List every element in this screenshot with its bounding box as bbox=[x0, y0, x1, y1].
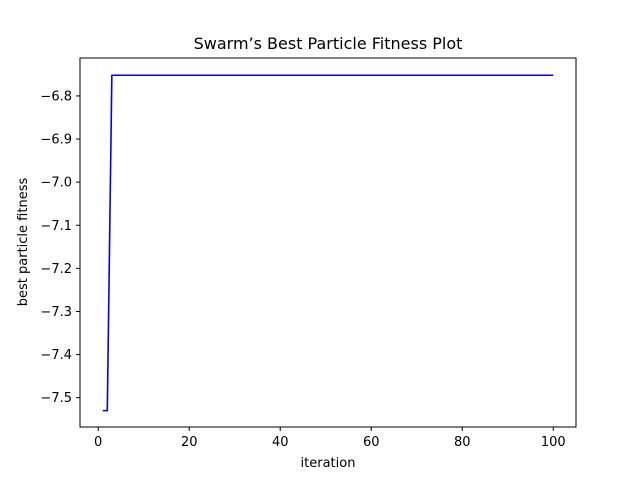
y-axis-label: best particle fitness bbox=[16, 178, 31, 307]
y-tick-label: −7.5 bbox=[40, 391, 72, 406]
y-tick-label: −6.9 bbox=[40, 133, 72, 148]
y-tick-label: −7.1 bbox=[40, 219, 72, 234]
chart-title: Swarm’s Best Particle Fitness Plot bbox=[194, 34, 463, 53]
x-axis-label: iteration bbox=[301, 456, 356, 471]
x-tick-label: 100 bbox=[541, 435, 566, 450]
y-tick-label: −7.4 bbox=[40, 348, 72, 363]
y-tick-label: −6.8 bbox=[40, 89, 72, 104]
axes-frame bbox=[79, 57, 577, 428]
y-tick-label: −7.2 bbox=[40, 262, 72, 277]
y-axis: −7.5 −7.4 −7.3 −7.2 −7.1 −7.0 −6.9 −6.8 bbox=[40, 89, 80, 406]
x-tick-label: 60 bbox=[363, 435, 380, 450]
x-tick-label: 40 bbox=[272, 435, 289, 450]
series-line bbox=[102, 74, 554, 412]
x-axis: 0 20 40 60 80 100 bbox=[94, 427, 566, 450]
y-tick-label: −7.3 bbox=[40, 305, 72, 320]
y-tick-label: −7.0 bbox=[40, 176, 72, 191]
x-tick-label: 0 bbox=[94, 435, 102, 450]
plot-area bbox=[79, 57, 577, 428]
x-tick-label: 20 bbox=[181, 435, 198, 450]
x-tick-label: 80 bbox=[454, 435, 471, 450]
